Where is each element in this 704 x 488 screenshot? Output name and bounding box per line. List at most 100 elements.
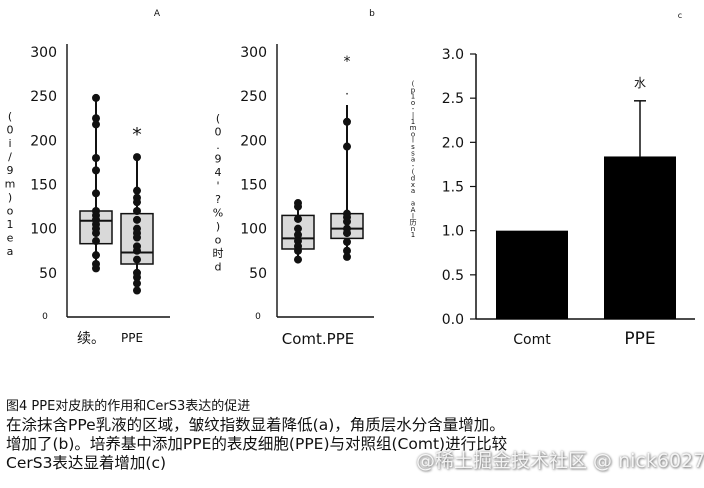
panel-3-y-axis-label-char: | — [412, 112, 414, 120]
panel-3-y-axis-label-char: s — [411, 149, 415, 157]
panel-1-data-point — [133, 246, 141, 255]
panel-1-data-point — [92, 237, 100, 246]
panel-3-significance-marker: 水 — [634, 76, 646, 90]
panel-2-y-axis-label-char: 9 — [215, 153, 222, 166]
panel-2-panel-label: b — [369, 9, 375, 19]
panel-1-y-axis-label-char: m — [5, 178, 16, 191]
panel-1-data-point — [92, 93, 100, 102]
panel-2-data-point — [294, 230, 302, 239]
panel-1-y-tick-label: 200 — [30, 133, 57, 149]
panel-3-y-axis-label-char: a — [411, 156, 415, 164]
panel-2-y-axis-label-char: d — [215, 261, 222, 274]
panel-1-data-point — [133, 255, 141, 264]
panel-1-data-point — [133, 153, 141, 162]
panel-2-y-axis-label-char: 时 — [213, 247, 224, 260]
panel-2-y-axis-label-char: % — [213, 207, 223, 220]
panel-2-data-point — [343, 237, 351, 246]
panel-1-y-tick-label: 300 — [30, 45, 57, 61]
panel-1-data-point — [133, 233, 141, 242]
panel-1-data-point — [92, 154, 100, 162]
figure-caption: 图4 PPE对皮肤的作用和CerS3表达的促进 在涂抹含PPe乳液的区域，皱纹指… — [6, 398, 700, 473]
panel-2-y-axis-label-char: o — [215, 234, 222, 247]
panel-1-data-point — [92, 264, 100, 273]
panel-1-y-axis-label-char: ( — [8, 110, 12, 123]
panel-1-y-axis-label-char: a — [7, 245, 14, 258]
panel-2-y-tick-label: 300 — [240, 45, 267, 61]
panel-2-y-tick-label: 250 — [240, 89, 267, 105]
panel-3-y-tick-label: 1.5 — [442, 180, 464, 196]
panel-1-y-axis-label-char: 9 — [7, 164, 14, 177]
panel-2-significance-marker: * — [344, 54, 351, 70]
panel-3-bar — [604, 156, 676, 319]
panel-3-y-axis-label-char: o — [411, 130, 415, 138]
panel-3-y-axis-label-char: m — [410, 124, 417, 132]
panel-3-y-axis-label-char: o — [411, 99, 415, 107]
panel-1-y-tick-label: 100 — [30, 222, 57, 238]
panel-1-x-category-label: PPE — [121, 331, 143, 345]
panel-1-y-axis-label-char: 0 — [7, 124, 14, 137]
panel-2-y-tick-label: 100 — [240, 222, 267, 238]
panel-2-y-axis-label-char: 0 — [215, 126, 222, 139]
panel-1-data-point — [92, 189, 100, 198]
panel-1-panel-label: A — [154, 9, 161, 19]
panel-3-panel-label: c — [678, 11, 682, 20]
caption-line-1: 在涂抹含PPe乳液的区域，皱纹指数显着降低(a)，角质层水分含量增加。 — [6, 416, 505, 434]
panel-2-y-axis-label-char: . — [216, 139, 220, 152]
caption-line-3: CerS3表达显着增加(c) — [6, 454, 167, 472]
panel-2-x-category-label: Comt.PPE — [282, 330, 354, 348]
panel-1-data-point — [133, 279, 141, 288]
panel-1-data-point — [92, 114, 100, 123]
panel-2-y-tick-label: 200 — [240, 133, 267, 149]
panel-2-data-point — [343, 252, 351, 261]
panel-1-y-axis-label-char: / — [8, 151, 12, 164]
panel-1-y-tick-label: 150 — [30, 178, 57, 194]
panel-2-data-point — [294, 202, 302, 211]
panel-1-data-point — [133, 198, 141, 207]
panel-3-y-axis-label-char: s — [411, 143, 415, 151]
panel-3-y-tick-label: 2.5 — [442, 91, 464, 107]
panel-2-data-point — [343, 229, 351, 238]
panel-1-y-axis-label-char: ) — [8, 191, 12, 204]
panel-1-y-tick-zero: 0 — [42, 312, 48, 322]
panel-1-y-tick-label: 250 — [30, 89, 57, 105]
panel-3-y-axis-label-char: x — [411, 181, 415, 189]
panel-2-y-tick-zero: 0 — [255, 312, 261, 322]
panel-3-y-axis-label-char: a — [411, 200, 415, 208]
panel-1-data-point — [133, 207, 141, 215]
panel-3-y-tick-label: 0.0 — [442, 312, 464, 328]
panel-1-y-tick-label: 50 — [39, 266, 57, 282]
panel-1-significance-marker: * — [132, 124, 142, 146]
panel-1-data-point — [92, 166, 100, 175]
panel-3-y-axis-label-char: 1 — [411, 93, 415, 101]
watermark: @稀土掘金技术社区 @ nick6027 — [416, 450, 704, 472]
panel-2-data-point — [343, 117, 351, 126]
panel-2-data-point — [294, 224, 302, 233]
panel-1-data-point — [133, 273, 141, 282]
panel-1-data-point — [133, 186, 141, 195]
panel-3-y-axis-label-char: 1 — [411, 118, 415, 126]
panel-1-x-category-label: 续。 — [77, 330, 105, 347]
panel-1-data-point — [92, 251, 100, 260]
panel-2-data-point — [294, 255, 302, 264]
panel-1-y-axis-label-char: e — [7, 232, 14, 245]
panel-1-data-point — [133, 215, 141, 224]
panel-2-y-axis-label-char: ( — [216, 112, 220, 125]
panel-3-y-axis-label-char: A — [411, 206, 416, 214]
panel-3-y-axis-label-char: d — [411, 175, 415, 183]
panel-2-data-point — [343, 246, 351, 255]
panel-3-y-tick-label: 2.0 — [442, 135, 464, 151]
panel-3-y-tick-label: 0.5 — [442, 268, 464, 284]
panel-3-y-axis-label-char: - — [412, 162, 415, 170]
panel-2-y-axis-label-char: 4 — [215, 166, 222, 179]
caption-line-2: 增加了(b)。培养基中添加PPE的表皮细胞(PPE)与对照组(Comt)进行比较 — [6, 435, 508, 453]
panel-3-y-axis-label-char: ( — [412, 80, 415, 88]
panel-2-y-tick-label: 150 — [240, 178, 267, 194]
panel-3-y-axis-label-char: a — [411, 187, 415, 195]
panel-3-y-axis-label-char: ( — [412, 168, 415, 176]
panel-3-y-axis-label-char: n — [411, 225, 415, 233]
panel-1-data-point — [133, 286, 141, 295]
panel-3-y-tick-label: 3.0 — [442, 47, 464, 63]
panel-3-y-axis-label-char: l — [412, 137, 414, 145]
caption-title: 图4 PPE对皮肤的作用和CerS3表达的促进 — [6, 399, 251, 414]
